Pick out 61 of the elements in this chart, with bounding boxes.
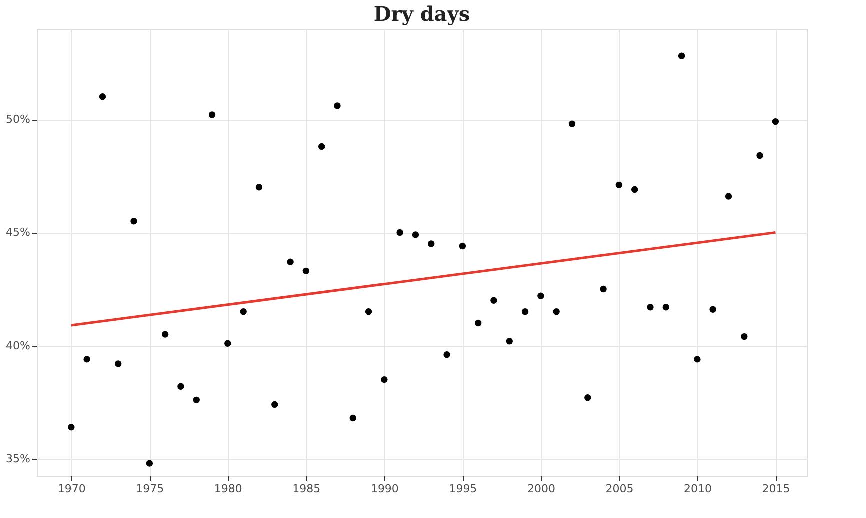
point xyxy=(662,304,670,311)
point xyxy=(678,52,686,60)
chart-title: Dry days xyxy=(374,2,470,26)
point xyxy=(381,376,388,384)
point xyxy=(318,143,326,150)
point xyxy=(412,232,420,238)
point xyxy=(522,308,529,316)
x-tick-label: 1990 xyxy=(370,482,399,496)
x-tick-label: 2015 xyxy=(762,482,790,496)
point xyxy=(193,396,200,404)
point xyxy=(162,331,169,338)
point xyxy=(741,333,748,340)
point xyxy=(428,240,435,248)
point xyxy=(146,460,154,467)
point xyxy=(490,297,498,304)
point xyxy=(584,394,592,402)
x-tick-label: 1970 xyxy=(58,482,86,496)
x-tick-label: 2005 xyxy=(606,482,634,496)
point xyxy=(256,184,263,191)
point xyxy=(444,352,450,358)
point xyxy=(334,102,341,110)
y-tick-label: 50% xyxy=(6,113,30,126)
point xyxy=(756,152,764,160)
point xyxy=(710,306,716,313)
point xyxy=(208,112,216,118)
point xyxy=(506,338,513,345)
point xyxy=(631,186,638,194)
point xyxy=(272,401,278,408)
point xyxy=(600,286,607,293)
point xyxy=(365,308,372,316)
point xyxy=(553,308,560,316)
point xyxy=(647,304,654,311)
point xyxy=(725,193,732,200)
y-tick-label: 40% xyxy=(6,339,30,352)
point xyxy=(396,229,404,236)
x-tick-label: 1985 xyxy=(292,482,321,496)
point xyxy=(68,424,75,431)
x-tick-label: 1975 xyxy=(136,482,164,496)
point xyxy=(616,182,623,189)
point xyxy=(350,414,356,422)
x-tick-label: 1980 xyxy=(214,482,242,496)
point xyxy=(568,120,576,128)
point xyxy=(224,340,232,347)
point xyxy=(115,360,122,368)
point xyxy=(538,292,544,300)
x-tick-label: 2000 xyxy=(527,482,556,496)
point xyxy=(130,218,138,225)
y-tick-label: 35% xyxy=(6,452,30,466)
point xyxy=(178,383,184,390)
x-tick-label: 1995 xyxy=(449,482,478,496)
point xyxy=(694,356,701,363)
point xyxy=(302,268,310,275)
y-tick-label: 45% xyxy=(6,226,30,240)
point xyxy=(287,258,294,266)
point xyxy=(99,94,106,100)
point xyxy=(459,242,466,250)
x-tick-label: 2010 xyxy=(684,482,712,496)
point xyxy=(474,320,482,327)
point xyxy=(240,308,247,316)
point xyxy=(772,118,780,126)
point xyxy=(84,356,90,363)
